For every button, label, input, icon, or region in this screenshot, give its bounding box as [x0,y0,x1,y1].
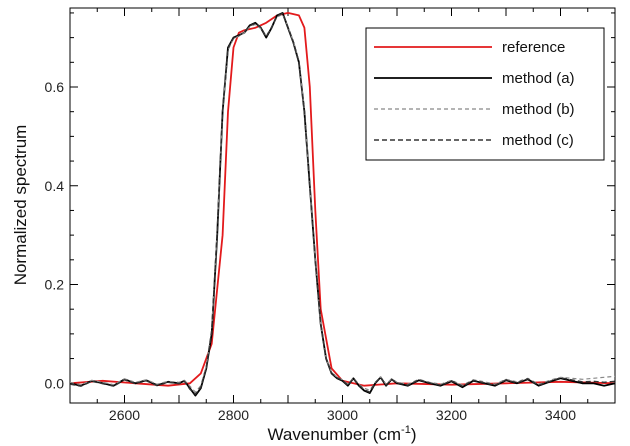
legend: reference method (a) method (b) method (c) [365,27,605,161]
legend-box [365,27,605,161]
y-axis-title: Normalized spectrum [11,125,30,286]
y-tick-label: 0.4 [45,178,65,194]
x-tick-label: 2800 [218,407,249,423]
x-axis-title: Wavenumber (cm-1) [268,424,417,444]
series-line-3 [70,12,615,395]
legend-label-1: method (a) [502,70,575,87]
series-line-2 [70,13,615,393]
y-tick-label: 0.6 [45,79,65,95]
legend-label-2: method (b) [502,101,575,118]
y-tick-label: 0.2 [45,277,65,293]
x-tick-label: 3200 [436,407,467,423]
axis-ticks [69,8,616,403]
legend-label-0: reference [502,39,565,56]
axis-tick-labels: 2600 2800 3000 3200 3400 0.0 0.2 0.4 0.6 [45,79,577,423]
x-tick-label: 3400 [545,407,576,423]
x-tick-label: 3000 [327,407,358,423]
y-tick-label: 0.0 [45,375,65,391]
legend-label-3: method (c) [502,132,574,149]
x-tick-label: 2600 [109,407,140,423]
series-layer [70,12,615,397]
